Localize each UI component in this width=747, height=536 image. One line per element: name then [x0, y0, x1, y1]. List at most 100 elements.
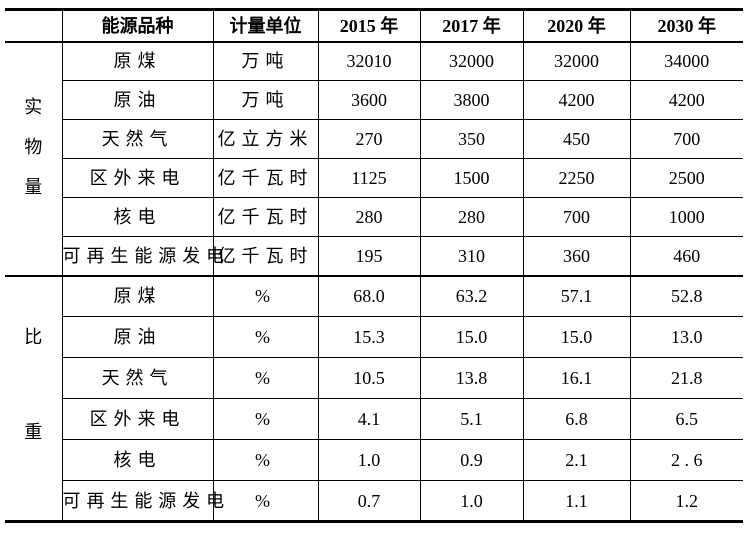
row-group-cell: 实物量: [5, 41, 62, 277]
row-label-cell: 核电: [61, 197, 213, 237]
unit-cell: %: [212, 357, 318, 399]
table-row: 实物量原煤 万吨 32010 32000 32000 34000: [5, 41, 743, 277]
header-cell-year-2020: 2020 年: [522, 9, 630, 43]
table-row: 可再生能源发电 亿千瓦时 195 310 360 460: [5, 236, 743, 277]
value-cell: 2250: [522, 158, 630, 198]
section-share: 比重原煤% 68.0 63.2 57.1 52.8 原油% 15.3 15.0 15.0 13.0…: [5, 275, 743, 523]
table-row: 比重原煤% 68.0 63.2 57.1 52.8: [5, 275, 743, 522]
row-label-cell: 原煤: [61, 41, 213, 81]
value-cell: 13.8: [419, 357, 523, 399]
value-cell: 15.3: [317, 316, 420, 358]
table-row: 区外来电% 4.1 5.1 6.8 6.5: [5, 398, 743, 440]
value-cell: 32010: [317, 41, 420, 81]
row-label-cell: 核电: [61, 439, 213, 481]
row-label-cell: 原油: [61, 80, 213, 120]
value-cell: 0.9: [419, 439, 523, 481]
group-label-char: 比: [24, 326, 43, 347]
value-cell: 1125: [317, 158, 420, 198]
value-cell: 3800: [419, 80, 523, 120]
value-cell: 2500: [629, 158, 743, 198]
value-cell: 2.1: [522, 439, 630, 481]
value-cell: 34000: [629, 41, 743, 81]
value-cell: 450: [522, 119, 630, 159]
value-cell: 57.1: [522, 275, 630, 317]
value-cell: 16.1: [522, 357, 630, 399]
value-cell: 0.7: [317, 480, 420, 523]
value-cell: 4200: [629, 80, 743, 120]
unit-cell: 万吨: [212, 80, 318, 120]
value-cell: 1.0: [317, 439, 420, 481]
value-cell: 32000: [522, 41, 630, 81]
header-cell-year-2030: 2030 年: [629, 9, 743, 43]
group-label-stack: 比重: [5, 328, 62, 441]
table-row: 核电 亿千瓦时 280 280 700 1000: [5, 197, 743, 237]
table-header: 能源品种 计量单位 2015 年 2017 年 2020 年 2030 年: [5, 9, 743, 43]
value-cell: 3600: [317, 80, 420, 120]
group-label-char: 重: [24, 421, 43, 442]
table-row: 原油 万吨 3600 3800 4200 4200: [5, 80, 743, 120]
value-cell: 1000: [629, 197, 743, 237]
value-cell: 280: [419, 197, 523, 237]
value-cell: 195: [317, 236, 420, 277]
group-label-char: 量: [24, 176, 43, 197]
header-row: 能源品种 计量单位 2015 年 2017 年 2020 年 2030 年: [5, 9, 743, 43]
table-row: 天然气 亿立方米 270 350 450 700: [5, 119, 743, 159]
row-label-cell: 可再生能源发电: [61, 480, 224, 523]
value-cell: 15.0: [419, 316, 523, 358]
value-cell: 1.0: [419, 480, 523, 523]
unit-cell: %: [212, 275, 318, 317]
value-cell: 460: [629, 236, 743, 277]
value-cell: 360: [522, 236, 630, 277]
unit-cell: 亿立方米: [212, 119, 318, 159]
row-group-cell: 比重: [5, 275, 62, 522]
value-cell: 310: [419, 236, 523, 277]
unit-cell: %: [212, 398, 318, 440]
row-label-cell: 原煤: [61, 275, 213, 317]
value-cell: 6.8: [522, 398, 630, 440]
row-label-cell: 天然气: [61, 357, 213, 399]
table-row: 区外来电 亿千瓦时 1125 1500 2250 2500: [5, 158, 743, 198]
table-row: 核电% 1.0 0.9 2.1 2 . 6: [5, 439, 743, 481]
header-empty-cell: [5, 9, 62, 43]
value-cell: 700: [629, 119, 743, 159]
value-cell: 1.1: [522, 480, 630, 523]
row-label-cell: 可再生能源发电: [61, 236, 224, 277]
table-row: 天然气% 10.5 13.8 16.1 21.8: [5, 357, 743, 399]
unit-cell: 亿千瓦时: [212, 197, 318, 237]
group-label-stack: 实物量: [5, 98, 62, 196]
unit-cell: %: [212, 439, 318, 481]
table-row: 可再生能源发电% 0.7 1.0 1.1 1.2: [5, 480, 743, 523]
value-cell: 280: [317, 197, 420, 237]
row-label-cell: 原油: [61, 316, 213, 358]
value-cell: 700: [522, 197, 630, 237]
value-cell: 5.1: [419, 398, 523, 440]
value-cell: 52.8: [629, 275, 743, 317]
value-cell: 2 . 6: [629, 439, 743, 481]
header-cell-year-2015: 2015 年: [317, 9, 420, 43]
unit-cell: %: [212, 480, 318, 523]
section-physical-quantity: 实物量原煤 万吨 32010 32000 32000 34000 原油 万吨 3600 3800 4…: [5, 41, 743, 277]
unit-cell: 万吨: [212, 41, 318, 81]
value-cell: 63.2: [419, 275, 523, 317]
unit-cell: 亿千瓦时: [212, 236, 318, 277]
value-cell: 1.2: [629, 480, 743, 523]
value-cell: 13.0: [629, 316, 743, 358]
value-cell: 68.0: [317, 275, 420, 317]
group-label-char: 实: [24, 96, 43, 117]
unit-cell: 亿千瓦时: [212, 158, 318, 198]
value-cell: 15.0: [522, 316, 630, 358]
unit-cell: %: [212, 316, 318, 358]
value-cell: 10.5: [317, 357, 420, 399]
value-cell: 21.8: [629, 357, 743, 399]
header-cell-energy-type: 能源品种: [61, 9, 213, 43]
row-label-cell: 区外来电: [61, 398, 213, 440]
value-cell: 350: [419, 119, 523, 159]
value-cell: 32000: [419, 41, 523, 81]
value-cell: 270: [317, 119, 420, 159]
row-label-cell: 区外来电: [61, 158, 213, 198]
energy-structure-table: 能源品种 计量单位 2015 年 2017 年 2020 年 2030 年 实物…: [5, 8, 743, 523]
value-cell: 6.5: [629, 398, 743, 440]
value-cell: 1500: [419, 158, 523, 198]
table-row: 原油% 15.3 15.0 15.0 13.0: [5, 316, 743, 358]
